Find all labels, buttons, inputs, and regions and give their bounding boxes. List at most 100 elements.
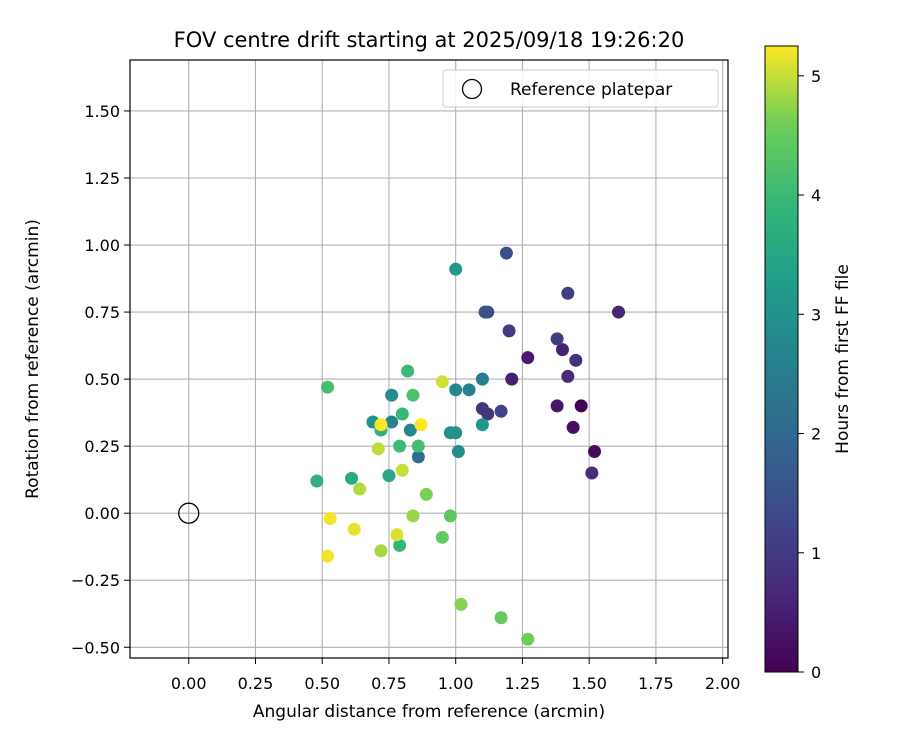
data-point <box>475 372 489 386</box>
data-point <box>406 509 420 523</box>
data-point <box>494 404 508 418</box>
data-point <box>395 407 409 421</box>
grid-lines <box>130 60 728 658</box>
colorbar-tick-label: 5 <box>811 67 821 86</box>
data-point <box>449 426 463 440</box>
y-tick-label: −0.25 <box>71 571 120 590</box>
data-point <box>443 509 457 523</box>
data-point <box>414 418 428 432</box>
data-point <box>449 383 463 397</box>
y-tick-label: 1.00 <box>84 236 120 255</box>
y-axis-label: Rotation from reference (arcmin) <box>23 219 43 499</box>
x-tick-label: 1.75 <box>638 674 674 693</box>
data-point <box>475 402 489 416</box>
x-tick-label: 2.00 <box>705 674 741 693</box>
x-tick-label: 1.50 <box>571 674 607 693</box>
y-tick-label: 0.75 <box>84 303 120 322</box>
x-tick-label: 0.00 <box>171 674 207 693</box>
x-axis-ticks: 0.00 0.25 0.50 0.75 1.00 1.25 1.50 1.75 2.00 <box>171 658 741 693</box>
data-point <box>390 528 404 542</box>
data-point <box>385 388 399 402</box>
data-point <box>612 305 626 319</box>
colorbar-label: Hours from first FF file <box>833 264 853 454</box>
data-point <box>419 487 433 501</box>
data-point <box>353 482 367 496</box>
data-point <box>451 445 465 459</box>
data-point <box>505 372 519 386</box>
colorbar: 0 1 2 3 4 5 Hours from first FF file <box>764 45 853 682</box>
x-tick-label: 0.50 <box>304 674 340 693</box>
colorbar-tick-label: 1 <box>811 544 821 563</box>
data-point <box>475 418 489 432</box>
y-tick-label: 0.25 <box>84 437 120 456</box>
data-point <box>371 442 385 456</box>
colorbar-ticks: 0 1 2 3 4 5 <box>798 67 821 682</box>
colorbar-tick-label: 4 <box>811 186 821 205</box>
data-point <box>561 286 575 300</box>
reference-marker-group <box>178 502 200 524</box>
data-point <box>499 246 513 260</box>
data-point <box>403 423 417 437</box>
data-point <box>574 399 588 413</box>
y-tick-label: 1.25 <box>84 169 120 188</box>
data-point <box>555 343 569 357</box>
data-point <box>502 324 516 338</box>
data-point <box>566 420 580 434</box>
data-point <box>521 351 535 365</box>
colorbar-gradient <box>764 45 799 673</box>
data-point <box>310 474 324 488</box>
x-tick-label: 0.75 <box>371 674 407 693</box>
data-point <box>550 332 564 346</box>
data-point <box>374 418 388 432</box>
y-axis-ticks: −0.50 −0.25 0.00 0.25 0.50 0.75 1.00 1.25 1.50 <box>71 102 130 657</box>
data-point <box>321 549 335 563</box>
y-tick-label: 1.50 <box>84 102 120 121</box>
data-point <box>323 512 337 526</box>
data-points <box>310 246 626 646</box>
data-point <box>321 380 335 394</box>
plot-frame <box>129 59 729 659</box>
y-tick-label: −0.50 <box>71 638 120 657</box>
data-point <box>435 530 449 544</box>
data-point <box>382 469 396 483</box>
data-point <box>411 439 425 453</box>
data-point <box>588 445 602 459</box>
data-point <box>561 369 575 383</box>
data-point <box>462 383 476 397</box>
data-point <box>393 538 407 552</box>
colorbar-tick-label: 2 <box>811 425 821 444</box>
legend-open-circle-marker <box>461 78 483 100</box>
data-point <box>454 597 468 611</box>
data-point <box>550 399 564 413</box>
data-point <box>347 522 361 536</box>
x-axis-label: Angular distance from reference (arcmin) <box>253 702 605 722</box>
data-point <box>401 364 415 378</box>
y-tick-label: 0.00 <box>84 504 120 523</box>
data-point <box>395 463 409 477</box>
y-tick-label: 0.50 <box>84 370 120 389</box>
legend-box <box>442 69 719 108</box>
data-point <box>449 262 463 276</box>
data-point <box>411 450 425 464</box>
data-point <box>435 375 449 389</box>
data-point <box>585 466 599 480</box>
data-point <box>393 439 407 453</box>
colorbar-tick-label: 3 <box>811 305 821 324</box>
colorbar-tick-label: 0 <box>811 663 821 682</box>
data-point <box>478 305 492 319</box>
data-point <box>494 611 508 625</box>
data-point <box>374 544 388 558</box>
data-point <box>569 353 583 367</box>
legend: Reference platepar <box>442 69 719 108</box>
data-point <box>345 471 359 485</box>
legend-label-reference-platepar: Reference platepar <box>510 80 672 100</box>
data-point <box>406 388 420 402</box>
x-tick-label: 1.00 <box>438 674 474 693</box>
reference-platepar-marker <box>178 502 200 524</box>
data-point <box>521 632 535 646</box>
x-tick-label: 0.25 <box>238 674 274 693</box>
x-tick-label: 1.25 <box>505 674 541 693</box>
data-point <box>385 415 399 429</box>
chart-title: FOV centre drift starting at 2025/09/18 … <box>174 28 685 52</box>
